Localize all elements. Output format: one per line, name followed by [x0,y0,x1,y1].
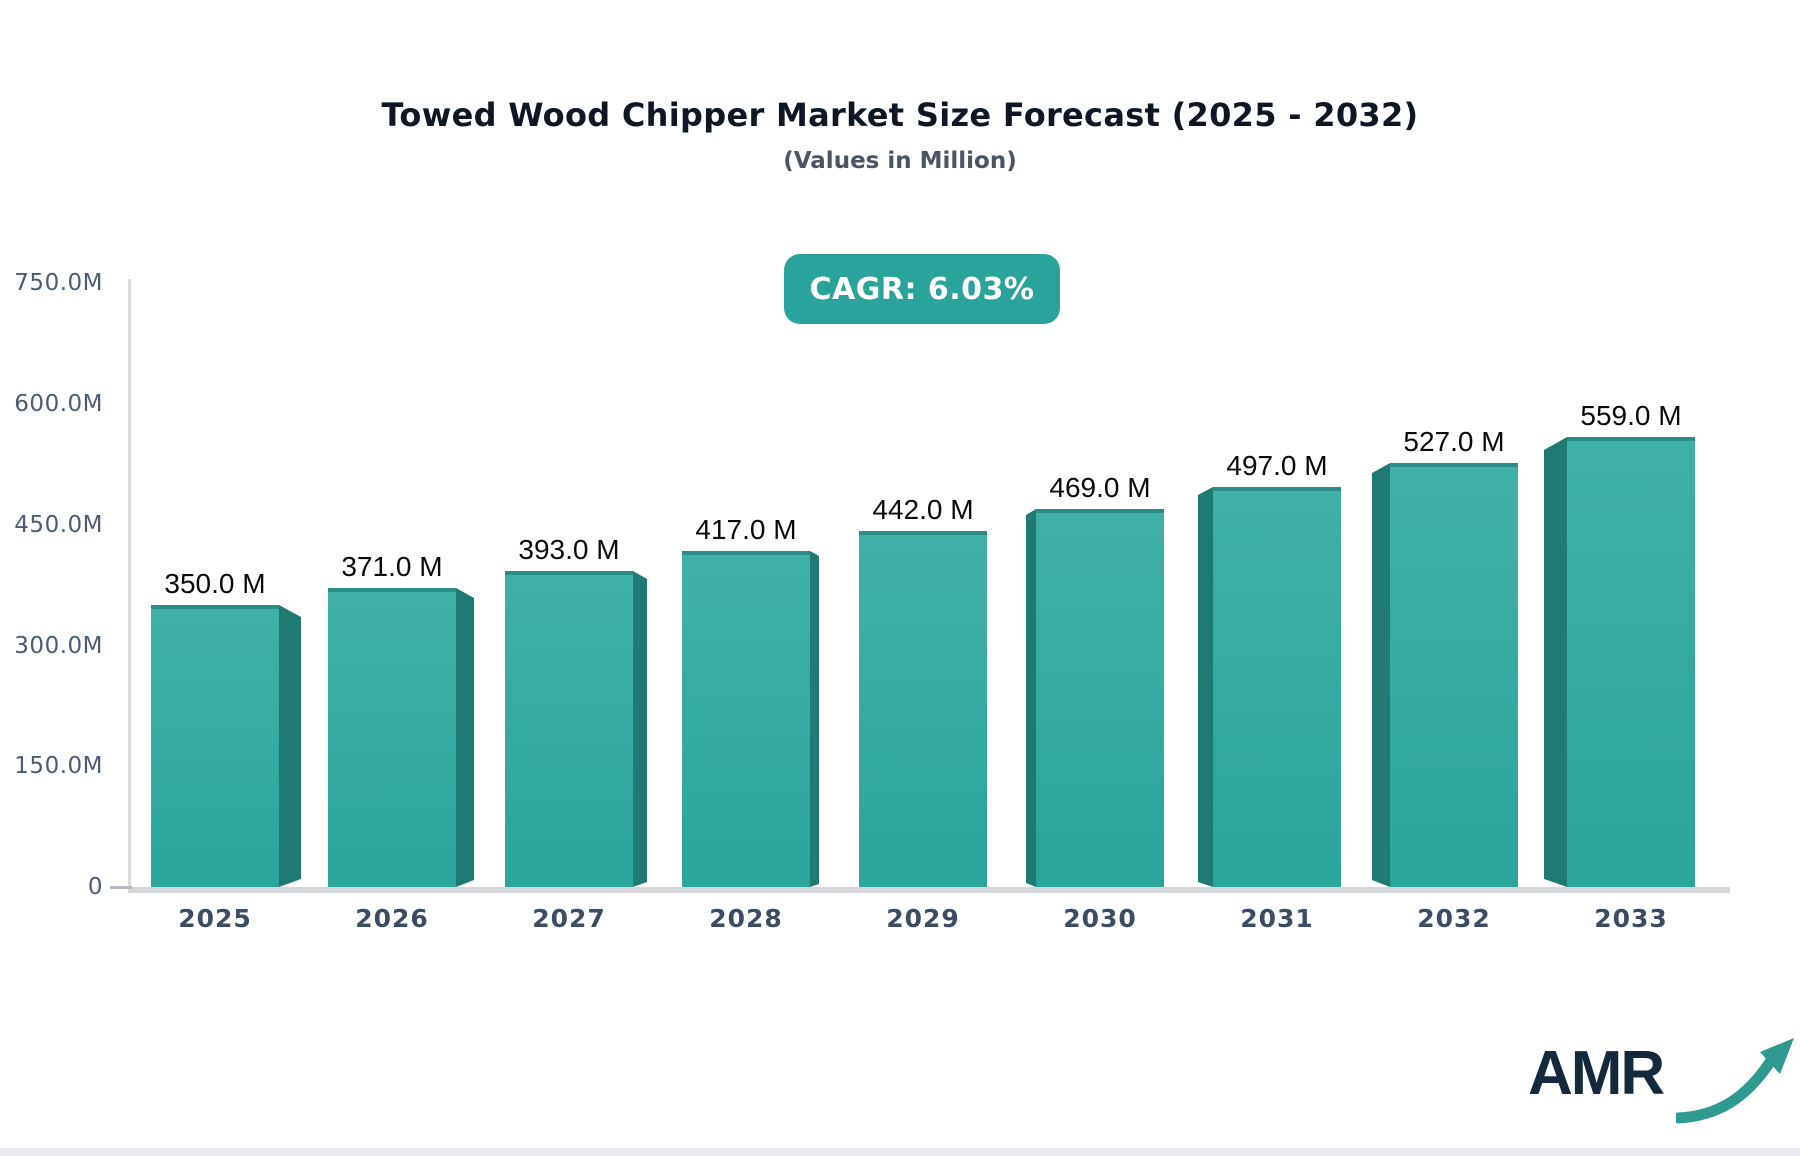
bar-top-edge [151,605,279,609]
bar-side-2027 [633,571,647,887]
bar-side-2033 [1544,437,1567,887]
footer-strip [0,1148,1800,1156]
cagr-badge-label: CAGR: 6.03% [809,271,1035,307]
bar-top-edge [1567,437,1695,441]
bar-top-edge [1213,487,1341,491]
bar-side-2025 [279,605,301,887]
x-tick-label-2029: 2029 [886,904,960,933]
bar-2032[interactable] [1390,463,1518,887]
y-tick-label-450: 450.0M [14,511,103,538]
bar-2027[interactable] [505,571,633,887]
y-tick-label-150: 150.0M [14,753,103,780]
x-tick-label-2031: 2031 [1240,904,1314,933]
bar-2026[interactable] [328,588,456,887]
growth-arrow-icon [1676,1038,1794,1124]
y-tick-label-0: 0 [87,874,103,900]
bar-value-label-2029: 442.0 M [872,494,974,525]
x-axis-baseline [128,887,1730,893]
bar-side-2028 [810,551,819,887]
amr-logo-text: AMR [1528,1039,1665,1108]
bar-value-label-2027: 393.0 M [518,534,620,565]
bar-2031[interactable] [1213,487,1341,887]
x-tick-label-2028: 2028 [709,904,783,933]
bar-2028[interactable] [682,551,810,887]
chart-subtitle: (Values in Million) [783,148,1017,174]
bar-value-label-2025: 350.0 M [164,568,266,599]
bar-value-label-2032: 527.0 M [1403,426,1505,457]
bar-2033[interactable] [1567,437,1695,887]
y-axis-line [128,279,131,890]
x-tick-label-2030: 2030 [1063,904,1137,933]
x-tick-label-2033: 2033 [1594,904,1668,933]
bar-top-edge [505,571,633,575]
x-tick-label-2032: 2032 [1417,904,1491,933]
bar-value-label-2033: 559.0 M [1580,400,1682,431]
bar-top-edge [682,551,810,555]
bar-side-2026 [456,588,474,887]
y-tick-label-750: 750.0M [14,270,103,297]
bar-2030[interactable] [1036,509,1164,887]
chart-title: Towed Wood Chipper Market Size Forecast … [381,96,1419,134]
bar-top-edge [328,588,456,592]
y-tick-label-300: 300.0M [14,632,103,659]
cagr-badge: CAGR: 6.03% [784,254,1060,324]
bar-top-edge [1036,509,1164,513]
bar-value-label-2030: 469.0 M [1049,472,1151,503]
bar-2029[interactable] [859,531,987,887]
x-tick-label-2026: 2026 [355,904,429,933]
bar-2025[interactable] [151,605,279,887]
amr-logo: AMR [1528,1030,1794,1130]
bar-side-2030 [1026,509,1036,887]
bar-top-edge [1390,463,1518,467]
zero-tick-mark [110,886,132,889]
bar-value-label-2031: 497.0 M [1226,450,1328,481]
x-tick-label-2025: 2025 [178,904,252,933]
bar-top-edge [859,531,987,535]
x-tick-label-2027: 2027 [532,904,606,933]
bar-value-label-2028: 417.0 M [695,514,797,545]
bar-value-label-2026: 371.0 M [341,551,443,582]
bar-side-2031 [1198,487,1213,887]
y-tick-label-600: 600.0M [14,391,103,417]
bar-side-2032 [1372,463,1390,887]
